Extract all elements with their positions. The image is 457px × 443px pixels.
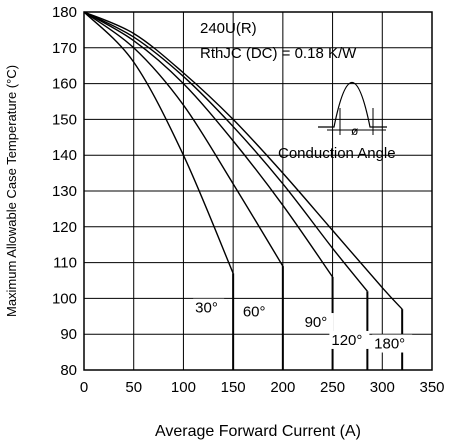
conduction-waveform [318,81,387,128]
grid [83,11,433,371]
series-label-bg [329,330,370,349]
y-axis-label: Maximum Allowable Case Temperature (°C) [4,65,19,317]
series-label: 30° [195,300,218,317]
x-tick-label: 150 [221,379,246,396]
y-tick-label: 180 [52,4,77,21]
x-tick-label: 250 [320,379,345,396]
curve-labels: 30° 60° 90°120° 180° [193,298,413,353]
x-tick-label: 100 [171,379,196,396]
series-line-1 [83,11,284,267]
x-tick-label: 50 [125,379,142,396]
x-tick-label: 300 [370,379,395,396]
series-label: 90° [305,314,328,331]
series-label-bg [240,302,272,321]
annotation-device: 240U(R) [200,20,257,37]
series-label-bg [302,313,334,332]
series-line-0 [83,11,234,274]
x-tick-labels: 0 50 100 150 200 250 300 350 [80,379,445,396]
annotation-conduction-angle: Conduction Angle [278,145,396,162]
x-tick-label: 350 [419,379,444,396]
waveform-inset: ø [318,81,387,138]
series-line-2 [83,11,334,278]
series-label-bg [193,298,225,317]
series-label-bg [372,334,413,353]
y-tick-label: 170 [52,40,77,57]
x-tick-label: 0 [80,379,88,396]
y-tick-label: 110 [53,255,77,272]
y-tick-labels: 80 90 100 110 120 130 140 150 160 170 180 [52,4,77,379]
annotation-rth: RthJC (DC) = 0.18 K/W [200,45,357,62]
y-tick-label: 160 [52,76,77,93]
y-tick-label: 150 [52,111,77,128]
y-tick-label: 120 [52,219,77,236]
series-line-3 [83,11,368,292]
y-tick-label: 130 [52,183,77,200]
y-tick-label: 90 [60,326,77,343]
plot-frame [83,11,433,371]
series-label: 120° [331,332,362,349]
series-label: 60° [243,303,266,320]
x-tick-label: 200 [270,379,295,396]
y-tick-label: 100 [52,290,77,307]
y-tick-label: 80 [60,362,77,379]
series-line-4 [83,11,403,310]
y-tick-label: 140 [52,147,77,164]
x-axis-label: Average Forward Current (A) [155,423,361,440]
series-label: 180° [374,336,405,353]
phi-label: ø [351,124,359,138]
